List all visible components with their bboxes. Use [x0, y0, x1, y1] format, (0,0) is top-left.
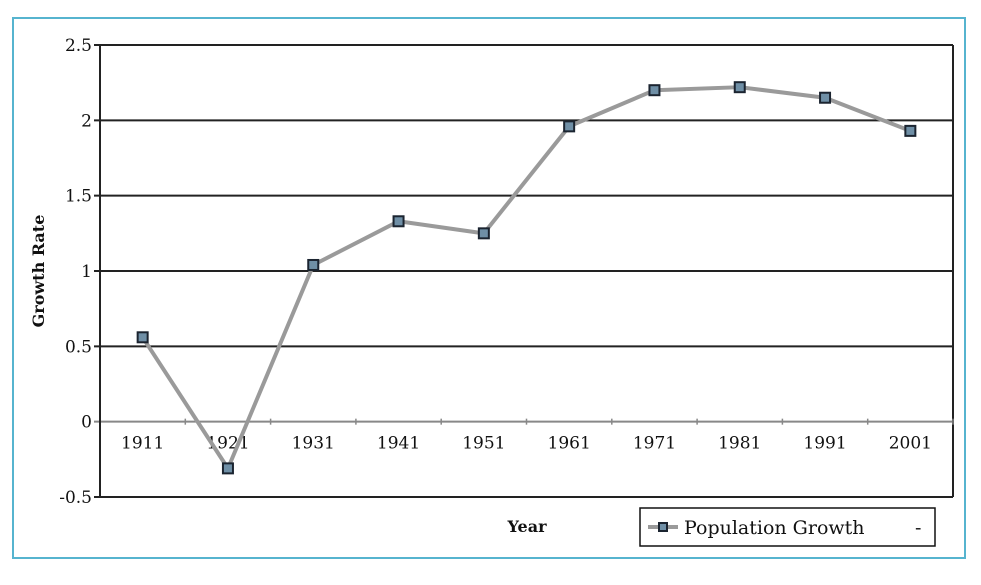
data-point-marker [477, 227, 490, 240]
legend-marker-icon [658, 522, 668, 532]
data-point-marker [563, 120, 576, 133]
y-tick-label: 2 [81, 111, 92, 131]
data-point-marker [307, 258, 320, 271]
legend: Population Growth - [639, 507, 936, 547]
legend-box [639, 507, 936, 547]
y-tick-label: 1 [81, 262, 92, 282]
x-tick-label: 1991 [803, 434, 846, 454]
x-tick-label: 1961 [548, 434, 591, 454]
population-growth-series [136, 81, 917, 475]
y-tick-label: 0.5 [65, 337, 92, 357]
x-tick-label: 2001 [889, 434, 932, 454]
y-axis-title: Growth Rate [29, 215, 48, 328]
legend-label: Population Growth [684, 517, 865, 539]
x-axis-ticks: 1911 1921 1931 1941 1951 1961 1971 1981 1991 2001 [121, 418, 954, 454]
x-axis-title: Year [506, 517, 547, 536]
y-tick-label: -0.5 [59, 488, 92, 508]
x-tick-label: 1931 [292, 434, 335, 454]
data-point-marker [819, 91, 832, 104]
x-tick-label: 1941 [377, 434, 420, 454]
data-point-marker [136, 331, 149, 344]
chart-frame [12, 17, 966, 559]
data-point-marker [392, 215, 405, 228]
data-point-marker [733, 81, 746, 94]
x-tick-label: 1971 [633, 434, 676, 454]
gridlines [94, 44, 954, 498]
y-tick-label: 2.5 [65, 36, 92, 56]
x-tick-label: 1951 [462, 434, 505, 454]
series-line [140, 85, 912, 471]
y-axis-ticks: 2.5 2 1.5 1 0.5 0 -0.5 [59, 36, 92, 508]
y-tick-label: 0 [81, 413, 92, 433]
x-tick-label: 1981 [718, 434, 761, 454]
data-point-marker [648, 84, 661, 97]
data-point-marker [221, 462, 234, 475]
data-point-marker [904, 124, 917, 137]
x-tick-label: 1911 [121, 434, 164, 454]
y-tick-label: 1.5 [65, 187, 92, 207]
legend-trailing-dash: - [915, 517, 921, 539]
